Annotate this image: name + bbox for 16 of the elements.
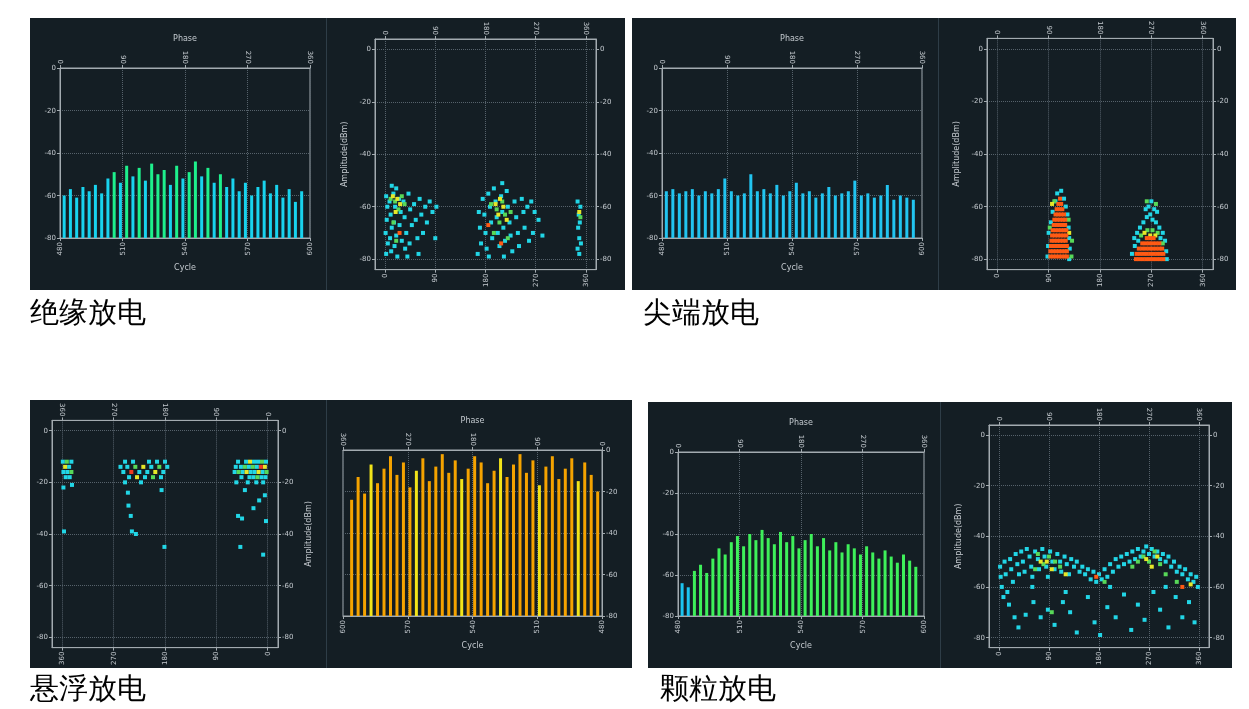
y-axis-title: Amplitude(dBm): [952, 121, 962, 187]
y-axis-title: Amplitude(dBm): [954, 503, 964, 570]
text: 悬浮放电: [30, 671, 146, 705]
x2-axis-title: Phase: [173, 34, 198, 44]
text: 尖端放电: [643, 295, 759, 329]
x-axis-title: Cycle: [174, 262, 196, 272]
y-axis-title: Amplitude(dBm): [340, 121, 350, 188]
x2-axis-title: Phase: [780, 34, 805, 44]
text: 绝缘放电: [30, 295, 146, 329]
x-axis-title: Cycle: [461, 640, 484, 650]
x-axis-title: Cycle: [781, 262, 803, 272]
x-axis-title: Cycle: [790, 640, 812, 650]
y2-axis-title: Amplitude(dBm): [303, 501, 313, 567]
text: 颗粒放电: [660, 671, 776, 705]
x2-axis-title: Phase: [460, 416, 485, 426]
x2-axis-title: Phase: [789, 418, 814, 428]
